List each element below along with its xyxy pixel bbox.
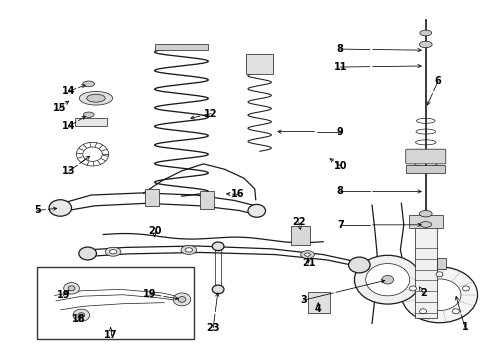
Ellipse shape (420, 222, 432, 227)
Text: 8: 8 (337, 44, 343, 54)
Bar (415, 225, 437, 318)
Ellipse shape (83, 112, 94, 117)
Bar (409, 215, 443, 228)
Circle shape (366, 264, 410, 296)
Circle shape (64, 283, 79, 294)
Circle shape (463, 286, 469, 291)
Ellipse shape (79, 91, 113, 105)
Bar (437, 258, 446, 269)
Text: 16: 16 (231, 189, 245, 199)
Text: 3: 3 (300, 295, 307, 305)
Circle shape (418, 279, 461, 311)
Text: 15: 15 (52, 103, 66, 113)
Bar (246, 54, 273, 74)
Ellipse shape (105, 247, 121, 256)
Ellipse shape (83, 81, 95, 87)
Bar (155, 44, 208, 50)
Circle shape (212, 285, 224, 294)
Circle shape (248, 204, 266, 217)
Bar (200, 192, 214, 209)
Text: 18: 18 (72, 314, 86, 324)
Circle shape (452, 309, 459, 314)
Text: 10: 10 (334, 161, 347, 171)
Text: 1: 1 (462, 322, 468, 332)
Text: 2: 2 (420, 288, 427, 298)
Text: 12: 12 (204, 109, 218, 119)
Text: 17: 17 (104, 330, 118, 340)
Ellipse shape (185, 248, 193, 252)
Bar (308, 292, 330, 313)
Circle shape (436, 272, 443, 277)
Ellipse shape (109, 249, 117, 254)
Ellipse shape (419, 41, 432, 48)
Text: 13: 13 (62, 166, 76, 176)
Bar (37, 267, 194, 338)
Circle shape (382, 275, 393, 284)
Circle shape (410, 286, 416, 291)
Ellipse shape (301, 251, 315, 258)
Ellipse shape (305, 253, 311, 256)
Text: 14: 14 (62, 121, 76, 131)
Circle shape (178, 297, 186, 302)
Ellipse shape (87, 94, 105, 102)
Text: 4: 4 (315, 304, 321, 314)
Bar (291, 226, 311, 244)
Text: 11: 11 (334, 62, 347, 72)
Text: 14: 14 (62, 86, 76, 96)
Text: 5: 5 (34, 206, 41, 216)
Text: 8: 8 (337, 186, 343, 197)
Text: 21: 21 (302, 258, 315, 268)
FancyBboxPatch shape (406, 149, 446, 164)
Text: 23: 23 (206, 323, 220, 333)
Text: 9: 9 (337, 127, 343, 136)
Circle shape (419, 309, 426, 314)
Circle shape (173, 293, 191, 306)
Text: 19: 19 (143, 289, 156, 299)
Text: 7: 7 (337, 220, 343, 230)
Text: 20: 20 (148, 226, 161, 236)
Bar (406, 165, 445, 173)
Bar (75, 118, 107, 126)
Circle shape (79, 247, 97, 260)
Circle shape (354, 255, 421, 304)
Text: 22: 22 (292, 217, 305, 227)
Circle shape (212, 242, 224, 251)
Bar (146, 189, 159, 206)
Ellipse shape (420, 30, 432, 36)
Circle shape (78, 313, 85, 318)
Circle shape (401, 267, 478, 323)
Ellipse shape (419, 211, 432, 217)
Text: 6: 6 (435, 76, 441, 86)
Circle shape (73, 309, 90, 321)
Text: 19: 19 (56, 291, 70, 301)
Circle shape (49, 200, 72, 216)
Ellipse shape (181, 246, 196, 255)
Circle shape (348, 257, 370, 273)
Circle shape (68, 286, 75, 291)
